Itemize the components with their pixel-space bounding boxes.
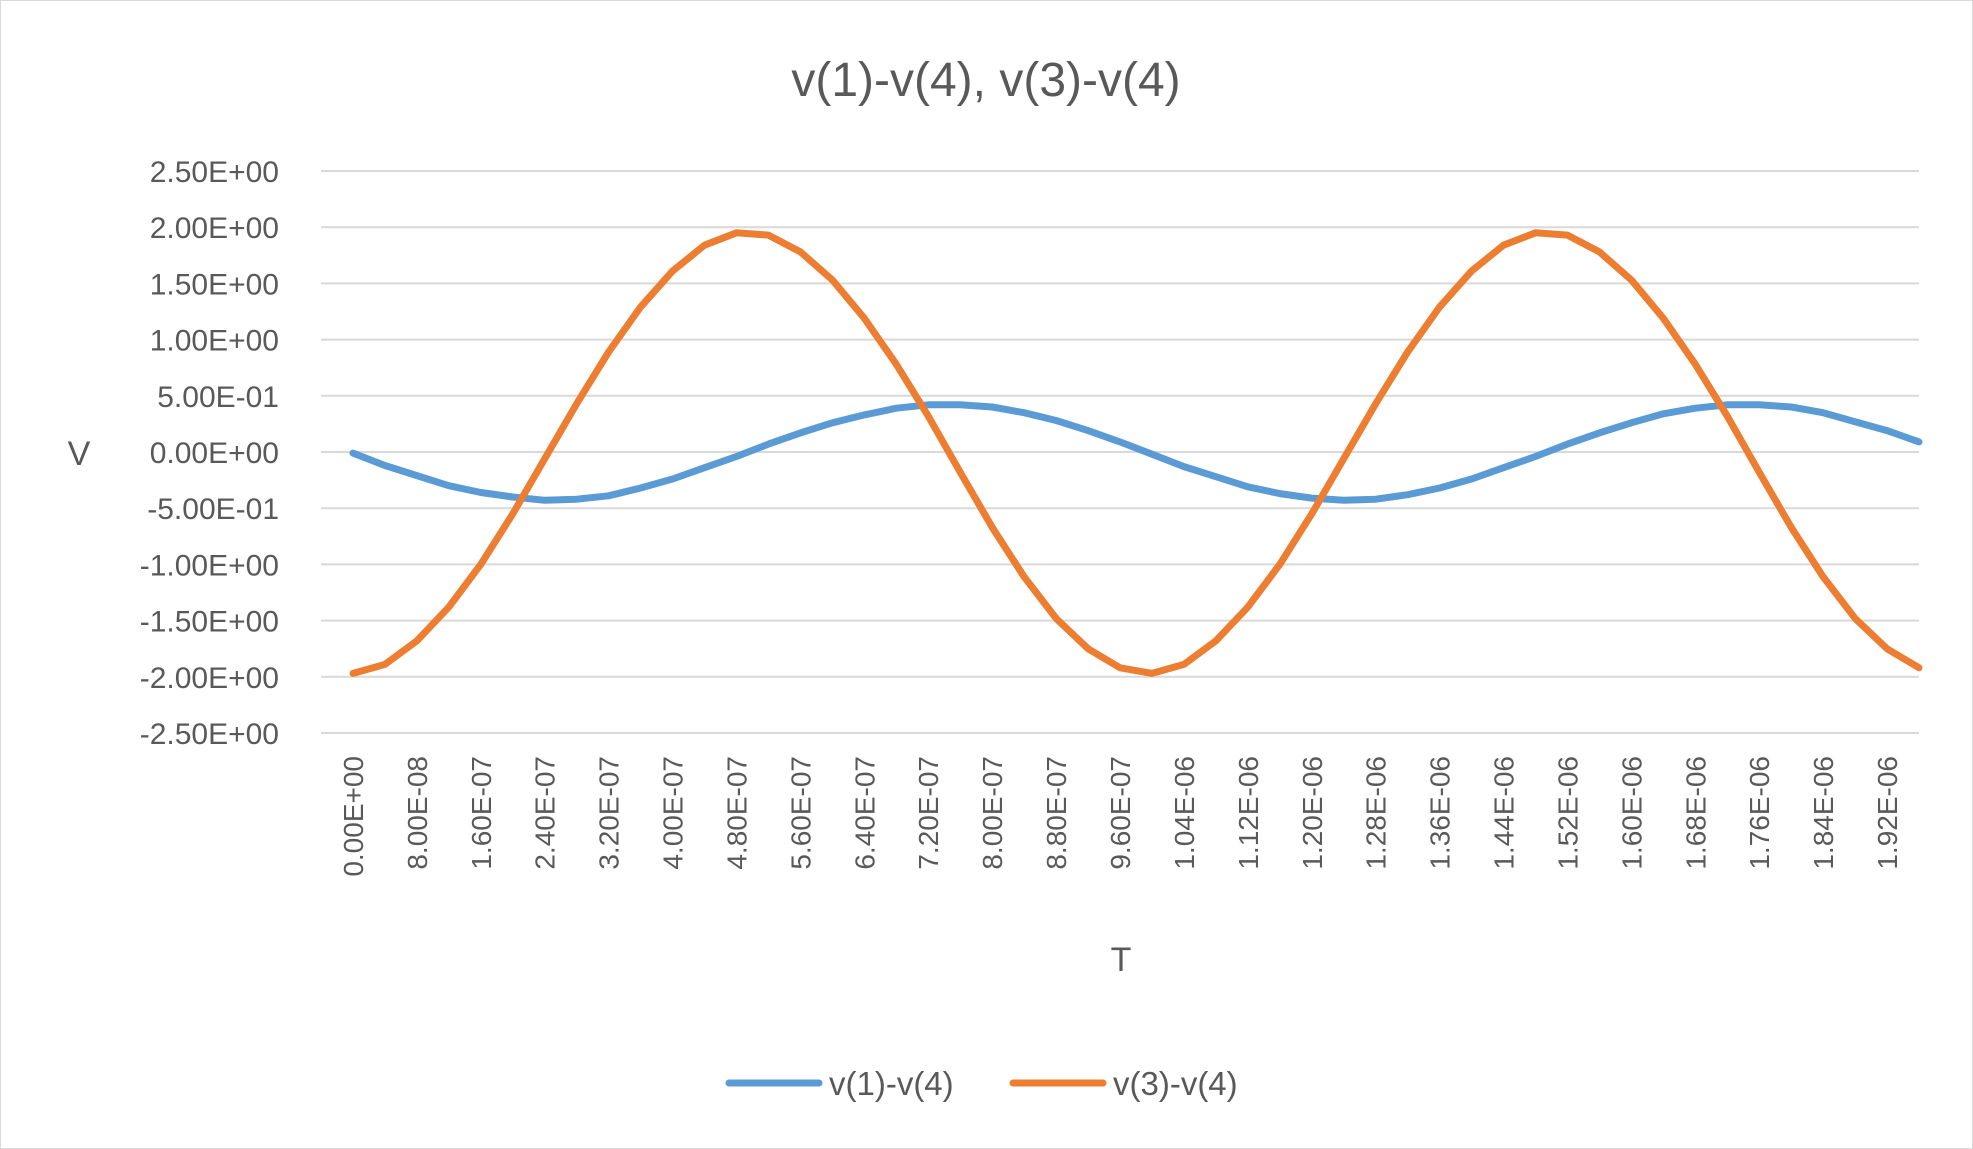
x-tick-label: 1.04E-06 xyxy=(1169,756,1200,870)
x-tick-label: 6.40E-07 xyxy=(849,756,880,870)
y-tick-label: 1.00E+00 xyxy=(150,325,279,358)
legend[interactable]: v(1)-v(4) v(3)-v(4) xyxy=(725,1065,1238,1102)
x-tick-label: 1.92E-06 xyxy=(1872,756,1903,870)
x-tick-label: 4.00E-07 xyxy=(658,756,689,870)
x-tick-label: 8.00E-08 xyxy=(402,756,433,870)
x-tick-label: 1.60E-06 xyxy=(1616,756,1647,870)
x-tick-label: 1.52E-06 xyxy=(1552,756,1583,870)
chart-title: v(1)-v(4), v(3)-v(4) xyxy=(791,54,1180,107)
x-tick-label: 5.60E-07 xyxy=(785,756,816,870)
x-tick-label: 8.00E-07 xyxy=(977,756,1008,870)
y-tick-label: 2.50E+00 xyxy=(150,156,279,189)
x-tick-label: 8.80E-07 xyxy=(1041,756,1072,870)
y-tick-label: -5.00E-01 xyxy=(147,493,279,526)
legend-label: v(1)-v(4) xyxy=(829,1065,954,1102)
gridlines xyxy=(321,170,1919,734)
legend-label: v(3)-v(4) xyxy=(1113,1065,1238,1102)
y-tick-label: 0.00E+00 xyxy=(150,437,279,470)
x-tick-label: 1.44E-06 xyxy=(1489,756,1520,870)
legend-item[interactable]: v(3)-v(4) xyxy=(1009,1065,1238,1102)
x-tick-label: 1.76E-06 xyxy=(1744,756,1775,870)
series-lines xyxy=(349,229,1923,677)
legend-item[interactable]: v(1)-v(4) xyxy=(725,1065,954,1102)
series-line-1 xyxy=(349,401,1923,504)
x-tick-label: 0.00E+00 xyxy=(338,756,369,877)
x-tick-label: 1.36E-06 xyxy=(1425,756,1456,870)
y-axis-tick-labels: 2.50E+00 2.00E+00 1.50E+00 1.00E+00 5.00E-01… xyxy=(140,156,279,751)
x-tick-label: 1.12E-06 xyxy=(1233,756,1264,870)
y-tick-label: 1.50E+00 xyxy=(150,268,279,301)
x-tick-label: 1.68E-06 xyxy=(1680,756,1711,870)
y-tick-label: -2.50E+00 xyxy=(140,718,279,751)
x-axis-tick-labels: 0.00E+00 8.00E-08 1.60E-07 2.40E-07 3.20E-07… xyxy=(338,756,1903,877)
x-tick-label: 3.20E-07 xyxy=(594,756,625,870)
x-tick-label: 2.40E-07 xyxy=(530,756,561,870)
x-tick-label: 7.20E-07 xyxy=(913,756,944,870)
series-line-2 xyxy=(349,229,1923,677)
x-tick-label: 1.60E-07 xyxy=(466,756,497,870)
y-tick-label: 2.00E+00 xyxy=(150,212,279,245)
y-tick-label: -2.00E+00 xyxy=(140,662,279,695)
y-tick-label: 5.00E-01 xyxy=(157,381,279,414)
x-tick-label: 4.80E-07 xyxy=(721,756,752,870)
y-axis-label: V xyxy=(68,435,91,473)
y-tick-label: -1.00E+00 xyxy=(140,549,279,582)
x-tick-label: 9.60E-07 xyxy=(1105,756,1136,870)
x-tick-label: 1.28E-06 xyxy=(1361,756,1392,870)
x-tick-label: 1.20E-06 xyxy=(1297,756,1328,870)
x-axis-label: T xyxy=(1111,941,1132,979)
y-tick-label: -1.50E+00 xyxy=(140,606,279,639)
x-tick-label: 1.84E-06 xyxy=(1808,756,1839,870)
